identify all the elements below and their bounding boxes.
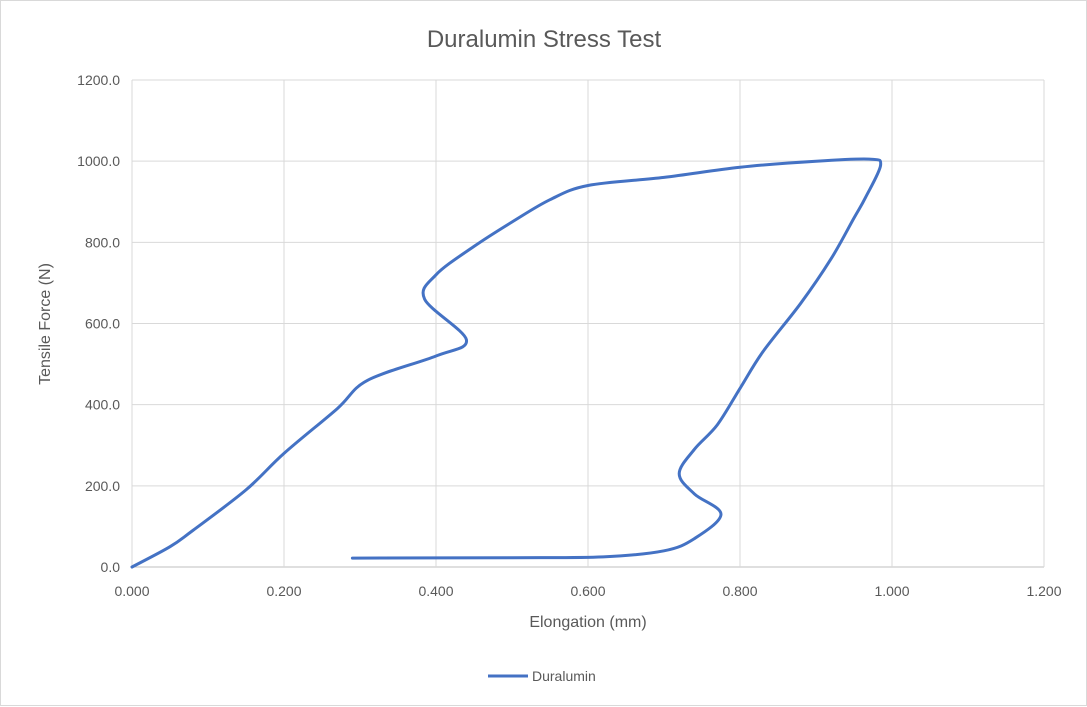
y-tick-label: 800.0: [85, 234, 120, 250]
series-line-duralumin: [130, 157, 883, 569]
x-axis-title: Elongation (mm): [529, 614, 646, 631]
grid-lines: [131, 79, 1045, 568]
series-layer: [130, 157, 883, 569]
legend-label-duralumin: Duralumin: [532, 668, 596, 684]
x-tick-label: 0.200: [266, 583, 301, 599]
x-tick-label: 0.600: [570, 583, 605, 599]
x-tick-label: 1.200: [1026, 583, 1061, 599]
x-tick-label: 1.000: [874, 583, 909, 599]
x-tick-label: 0.000: [114, 583, 149, 599]
y-tick-label: 1000.0: [77, 153, 120, 169]
y-tick-label: 1200.0: [77, 72, 120, 88]
legend: Duralumin: [488, 668, 596, 684]
x-tick-label: 0.400: [418, 583, 453, 599]
y-tick-label: 0.0: [101, 559, 121, 575]
y-tick-labels: 0.0 200.0 400.0 600.0 800.0 1000.0 1200.0: [77, 72, 120, 575]
y-tick-label: 600.0: [85, 316, 120, 332]
x-tick-labels: 0.000 0.200 0.400 0.600 0.800 1.000 1.200: [114, 583, 1061, 599]
y-axis-title: Tensile Force (N): [37, 263, 54, 385]
y-tick-label: 400.0: [85, 397, 120, 413]
x-tick-label: 0.800: [722, 583, 757, 599]
y-tick-label: 200.0: [85, 478, 120, 494]
chart-title: Duralumin Stress Test: [427, 26, 662, 53]
